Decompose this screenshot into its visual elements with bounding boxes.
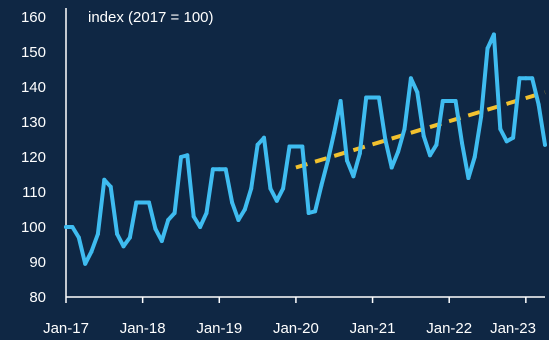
x-tick-label: Jan-17 (43, 320, 89, 337)
data-point (134, 200, 139, 205)
data-point (364, 95, 369, 100)
data-point (83, 261, 88, 266)
data-point (338, 99, 343, 103)
x-tick-label: Jan-19 (196, 320, 242, 337)
data-point (485, 46, 490, 51)
data-point (287, 144, 292, 149)
data-point (376, 95, 381, 100)
y-tick-label: 90 (29, 254, 46, 271)
data-point (172, 211, 177, 215)
data-point (166, 218, 171, 222)
data-point (76, 235, 81, 240)
data-point (236, 218, 241, 222)
data-point (402, 127, 407, 131)
data-point (434, 142, 439, 147)
y-tick-label: 80 (29, 289, 46, 306)
data-point (64, 225, 68, 229)
data-point (511, 135, 516, 140)
data-point (153, 226, 158, 231)
x-tick-label: Jan-22 (426, 320, 472, 337)
data-point (453, 99, 458, 103)
data-point (185, 153, 190, 158)
data-point (415, 90, 420, 95)
x-tick-label: Jan-21 (350, 320, 396, 337)
y-tick-label: 110 (22, 184, 46, 201)
data-point (357, 151, 362, 156)
data-point (179, 155, 183, 159)
y-tick-label: 130 (21, 114, 46, 131)
data-point (325, 158, 330, 163)
data-point (300, 144, 305, 149)
data-point (389, 165, 394, 170)
data-point (230, 200, 235, 205)
data-point (191, 214, 196, 219)
data-point (70, 225, 75, 229)
data-point (281, 186, 286, 191)
data-point (504, 139, 509, 144)
data-point (102, 177, 107, 182)
data-point (351, 174, 356, 179)
data-point (543, 142, 547, 147)
data-point (332, 130, 337, 135)
y-tick-label: 150 (21, 44, 46, 61)
data-point (345, 158, 349, 163)
series-line (64, 32, 547, 266)
data-point (223, 167, 228, 172)
y-tick-label: 160 (21, 9, 46, 26)
data-point (408, 76, 413, 81)
data-point (89, 249, 94, 254)
x-tick-label: Jan-23 (490, 320, 536, 337)
data-point (440, 99, 445, 103)
x-axis-ticks: Jan-17 Jan-18 Jan-19 Jan-20 Jan-21 Jan-22 Jan-… (43, 297, 536, 337)
data-point (466, 176, 471, 180)
y-axis-ticks: 80 90 100 110 120 130 140 150 160 (21, 9, 46, 306)
data-point (95, 232, 100, 236)
data-point (428, 153, 432, 158)
data-point (306, 211, 311, 215)
data-point (127, 235, 132, 240)
data-point (536, 102, 541, 107)
data-point (517, 76, 522, 81)
data-point (255, 142, 260, 147)
data-point (523, 76, 528, 81)
data-point (204, 211, 209, 215)
series-points (64, 32, 547, 266)
data-point (249, 186, 254, 191)
data-point (491, 32, 496, 37)
data-point (472, 155, 477, 159)
data-point (479, 114, 484, 119)
trend-line (295, 90, 546, 170)
y-tick-label: 120 (21, 149, 46, 166)
data-point (421, 134, 426, 138)
data-point (262, 135, 266, 140)
data-point (460, 141, 464, 145)
data-point (242, 207, 247, 212)
data-point (147, 200, 151, 205)
data-point (396, 149, 401, 154)
y-tick-label: 140 (21, 79, 46, 96)
data-point (268, 186, 273, 191)
data-point (198, 225, 203, 229)
data-point (530, 76, 535, 81)
data-point (313, 209, 318, 214)
data-point (319, 183, 324, 187)
data-point (115, 232, 120, 236)
data-point (108, 184, 113, 189)
y-tick-label: 100 (21, 219, 46, 236)
data-point (217, 167, 222, 172)
x-tick-label: Jan-20 (273, 320, 319, 337)
data-point (447, 99, 452, 103)
x-tick-label: Jan-18 (120, 320, 166, 337)
data-point (274, 198, 279, 203)
data-point (140, 200, 145, 205)
data-point (498, 127, 503, 131)
data-point (210, 167, 215, 172)
data-point (383, 137, 388, 142)
data-point (293, 144, 298, 149)
data-point (121, 244, 126, 249)
data-point (159, 239, 164, 243)
y-axis-unit-label: index (2017 = 100) (88, 9, 214, 26)
data-point (370, 95, 375, 100)
